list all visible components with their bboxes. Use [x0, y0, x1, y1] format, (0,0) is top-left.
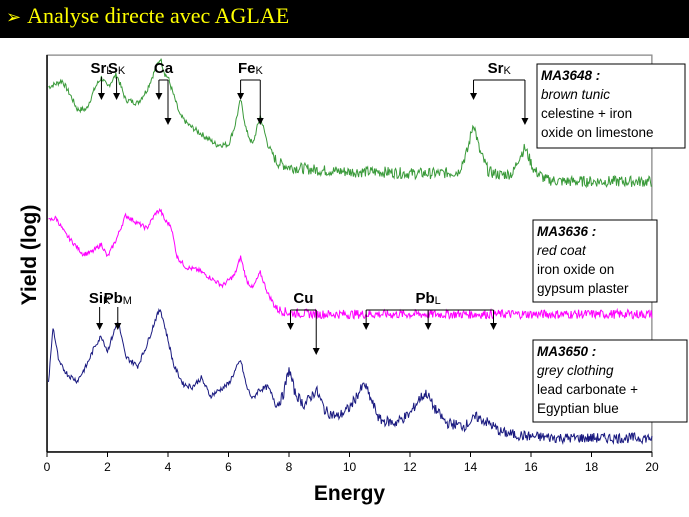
x-tick-label: 16 — [524, 460, 538, 474]
peak-arrow-head — [155, 93, 163, 100]
series-line-ma3636 — [48, 207, 653, 320]
peak-arrow-head — [96, 323, 104, 330]
slide-title-text: Analyse directe avec AGLAE — [27, 3, 290, 28]
annotation-line: gypsum plaster — [537, 281, 629, 296]
x-tick-label: 14 — [464, 460, 478, 474]
x-tick-label: 4 — [165, 460, 172, 474]
x-tick-label: 12 — [403, 460, 417, 474]
peak-arrow-head — [362, 323, 370, 330]
peak-arrow-head — [521, 118, 529, 125]
peak-label: PbL — [416, 290, 441, 307]
peak-label: SiK — [89, 290, 111, 307]
x-tick-label: 8 — [286, 460, 293, 474]
annotation-line: MA3636 : — [537, 224, 596, 239]
peak-arrow-head — [287, 323, 295, 330]
peak-label: Ca — [154, 60, 174, 77]
annotation-line: Egyptian blue — [537, 401, 619, 416]
annotation-line: oxide on limestone — [541, 125, 654, 140]
x-tick-label: 6 — [225, 460, 232, 474]
peak-arrow-head — [113, 93, 121, 100]
annotation-line: MA3648 : — [541, 68, 600, 83]
peak-arrow-head — [470, 93, 478, 100]
annotation-box-ma3650 — [532, 339, 688, 423]
slide-title-bar: ➢ Analyse directe avec AGLAE — [0, 0, 689, 36]
peak-label: SrL — [90, 60, 112, 77]
annotation-line: lead carbonate + — [537, 382, 638, 397]
peak-label: FeK — [238, 60, 264, 77]
annotation-box-ma3636 — [532, 219, 658, 303]
peak-arrow-head — [114, 323, 122, 330]
peak-arrow-head — [424, 323, 432, 330]
annotation-line: grey clothing — [537, 363, 614, 378]
annotation-line: celestine + iron — [541, 106, 632, 121]
series-line-ma3648 — [48, 58, 653, 189]
annotation-box-ma3648 — [536, 63, 686, 149]
title-bullet-icon: ➢ — [6, 7, 22, 27]
annotation-line: brown tunic — [541, 87, 610, 102]
x-tick-label: 2 — [104, 460, 111, 474]
peak-arrow-head — [312, 348, 320, 355]
annotation-line: iron oxide on — [537, 262, 614, 277]
x-tick-label: 18 — [585, 460, 599, 474]
peak-label: PbM — [104, 290, 132, 307]
peak-label: SrK — [488, 60, 512, 77]
x-axis-label: Energy — [314, 482, 386, 505]
y-axis-label: Yield (log) — [18, 205, 41, 306]
x-tick-label: 10 — [343, 460, 357, 474]
peak-label: Cu — [293, 290, 313, 307]
peak-arrow-head — [489, 323, 497, 330]
peak-arrow-head — [237, 93, 245, 100]
series-line-ma3650 — [48, 307, 653, 445]
annotation-line: MA3650 : — [537, 344, 596, 359]
annotation-line: red coat — [537, 243, 587, 258]
x-tick-label: 0 — [44, 460, 51, 474]
x-tick-label: 20 — [645, 460, 659, 474]
slide-title: ➢ Analyse directe avec AGLAE — [6, 3, 289, 29]
peak-label: SK — [108, 60, 126, 77]
peak-arrow-head — [164, 118, 172, 125]
peak-arrow-head — [97, 93, 105, 100]
peak-arrow-head — [256, 118, 264, 125]
